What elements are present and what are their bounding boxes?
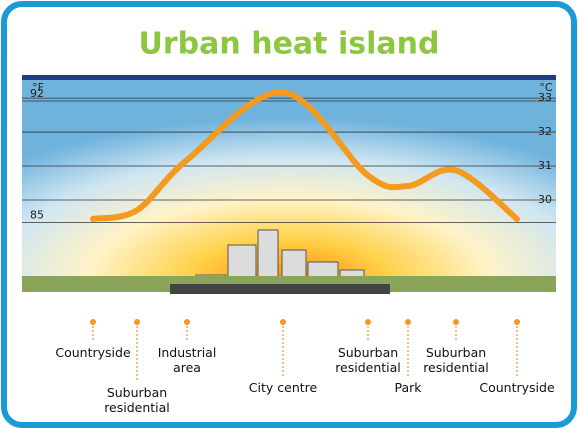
top-band [22, 75, 556, 80]
location-dot [134, 319, 140, 325]
y-tick-label: 85 [30, 208, 44, 221]
x-tick-label: City centre [240, 380, 326, 395]
y2-tick-label: 33 [538, 91, 552, 104]
location-dot [365, 319, 371, 325]
x-tick-label: Park [365, 380, 451, 395]
x-tick-label: Countryside [474, 380, 560, 395]
chart-title: Urban heat island [139, 27, 440, 62]
y2-tick-label: 31 [538, 159, 552, 172]
location-dot [405, 319, 411, 325]
y2-tick-label: 30 [538, 193, 552, 206]
location-dot [280, 319, 286, 325]
location-dot [514, 319, 520, 325]
location-dot [90, 319, 96, 325]
x-tick-label: Industrial area [144, 345, 230, 375]
x-tick-label: Suburban residential [325, 345, 411, 375]
y2-tick-label: 32 [538, 125, 552, 138]
location-dot [184, 319, 190, 325]
ground-dark [170, 284, 390, 294]
page: Urban heat island °F °C 859230313233 Cou… [0, 0, 578, 429]
location-dot [453, 319, 459, 325]
x-tick-label: Suburban residential [94, 385, 180, 415]
x-tick-label: Countryside [50, 345, 136, 360]
x-tick-label: Suburban residential [413, 345, 499, 375]
